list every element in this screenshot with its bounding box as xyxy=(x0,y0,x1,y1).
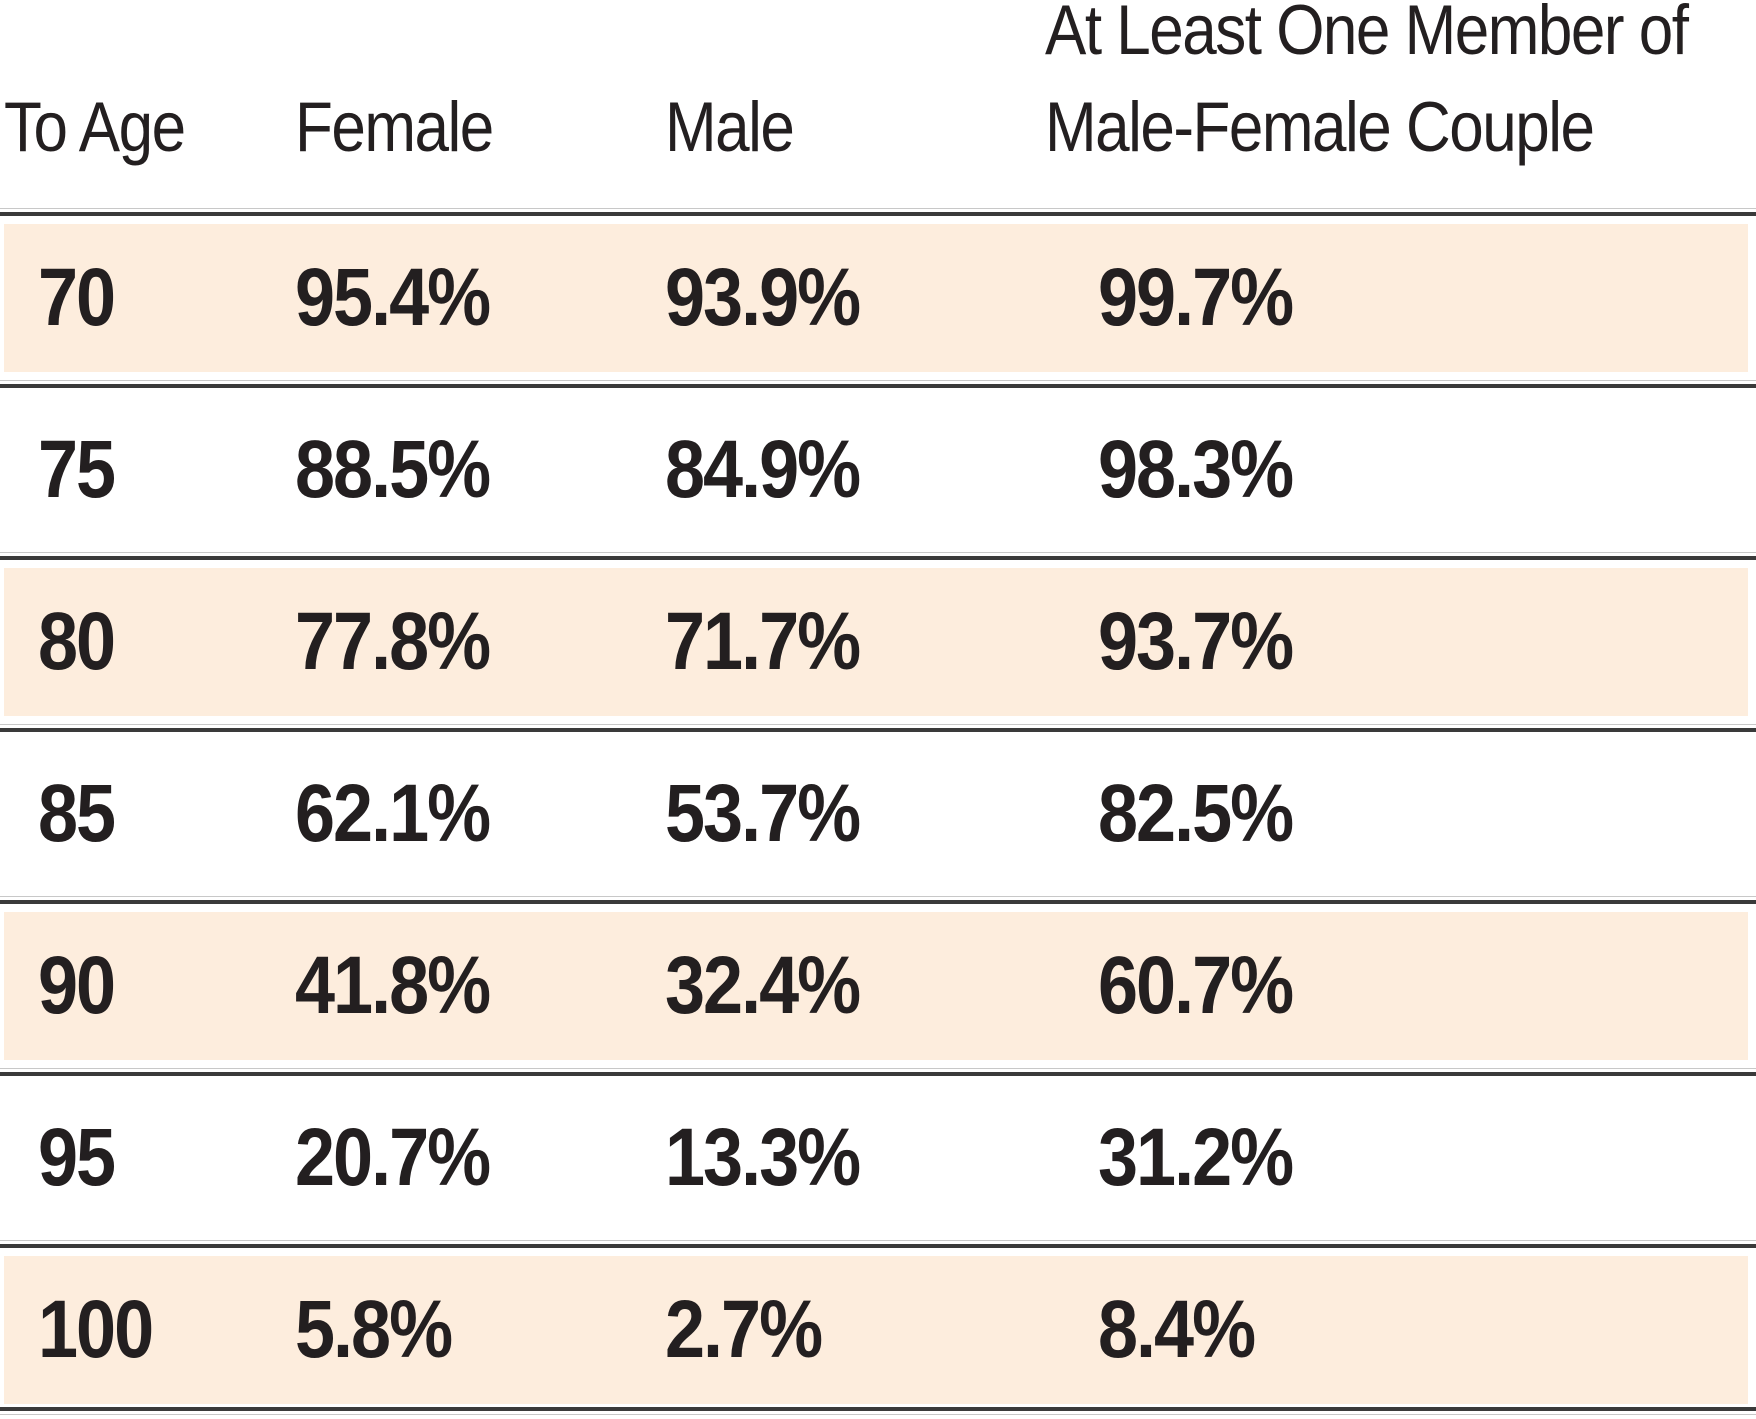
cell-female: 95.4% xyxy=(295,251,491,344)
cell-female: 88.5% xyxy=(295,423,491,516)
cell-age: 70 xyxy=(38,251,116,344)
column-header-female: Female xyxy=(295,88,494,167)
table-row-100: 100 5.8% 2.7% 8.4% xyxy=(0,1256,1756,1404)
table-row-95: 95 20.7% 13.3% 31.2% xyxy=(0,1084,1756,1232)
cell-female: 62.1% xyxy=(295,767,491,860)
table-row-70: 70 95.4% 93.9% 99.7% xyxy=(0,224,1756,372)
cell-couple: 31.2% xyxy=(1098,1111,1294,1204)
table-row-90: 90 41.8% 32.4% 60.7% xyxy=(0,912,1756,1060)
table-row-75: 75 88.5% 84.9% 98.3% xyxy=(0,396,1756,544)
column-header-couple-line2: Male-Female Couple xyxy=(1045,88,1595,167)
column-header-to-age: To Age xyxy=(4,88,186,167)
row-divider xyxy=(0,716,1756,740)
cell-couple: 98.3% xyxy=(1098,423,1294,516)
cell-female: 41.8% xyxy=(295,939,491,1032)
cell-male: 2.7% xyxy=(665,1283,823,1376)
row-divider xyxy=(0,372,1756,396)
row-divider xyxy=(0,1232,1756,1256)
cell-couple: 82.5% xyxy=(1098,767,1294,860)
row-divider xyxy=(0,888,1756,912)
cell-male: 32.4% xyxy=(665,939,861,1032)
table-row-80: 80 77.8% 71.7% 93.7% xyxy=(0,568,1756,716)
cell-age: 95 xyxy=(38,1111,116,1204)
row-divider xyxy=(0,1060,1756,1084)
cell-age: 90 xyxy=(38,939,116,1032)
column-header-male: Male xyxy=(665,88,795,167)
cell-couple: 60.7% xyxy=(1098,939,1294,1032)
column-header-couple: At Least One Member of Male-Female Couple xyxy=(1040,0,1756,200)
cell-male: 84.9% xyxy=(665,423,861,516)
cell-couple: 8.4% xyxy=(1098,1283,1256,1376)
cell-male: 71.7% xyxy=(665,595,861,688)
cell-male: 53.7% xyxy=(665,767,861,860)
row-divider xyxy=(0,200,1756,224)
table-bottom-rule xyxy=(0,1404,1756,1419)
cell-female: 20.7% xyxy=(295,1111,491,1204)
cell-age: 100 xyxy=(38,1283,154,1376)
cell-male: 93.9% xyxy=(665,251,861,344)
column-header-couple-line1: At Least One Member of xyxy=(1045,0,1689,70)
table-header-row: To Age Female Male At Least One Member o… xyxy=(0,0,1756,200)
row-divider xyxy=(0,544,1756,568)
cell-couple: 93.7% xyxy=(1098,595,1294,688)
table-row-85: 85 62.1% 53.7% 82.5% xyxy=(0,740,1756,888)
cell-female: 5.8% xyxy=(295,1283,453,1376)
cell-male: 13.3% xyxy=(665,1111,861,1204)
cell-couple: 99.7% xyxy=(1098,251,1294,344)
cell-female: 77.8% xyxy=(295,595,491,688)
cell-age: 85 xyxy=(38,767,116,860)
cell-age: 80 xyxy=(38,595,116,688)
cell-age: 75 xyxy=(38,423,116,516)
